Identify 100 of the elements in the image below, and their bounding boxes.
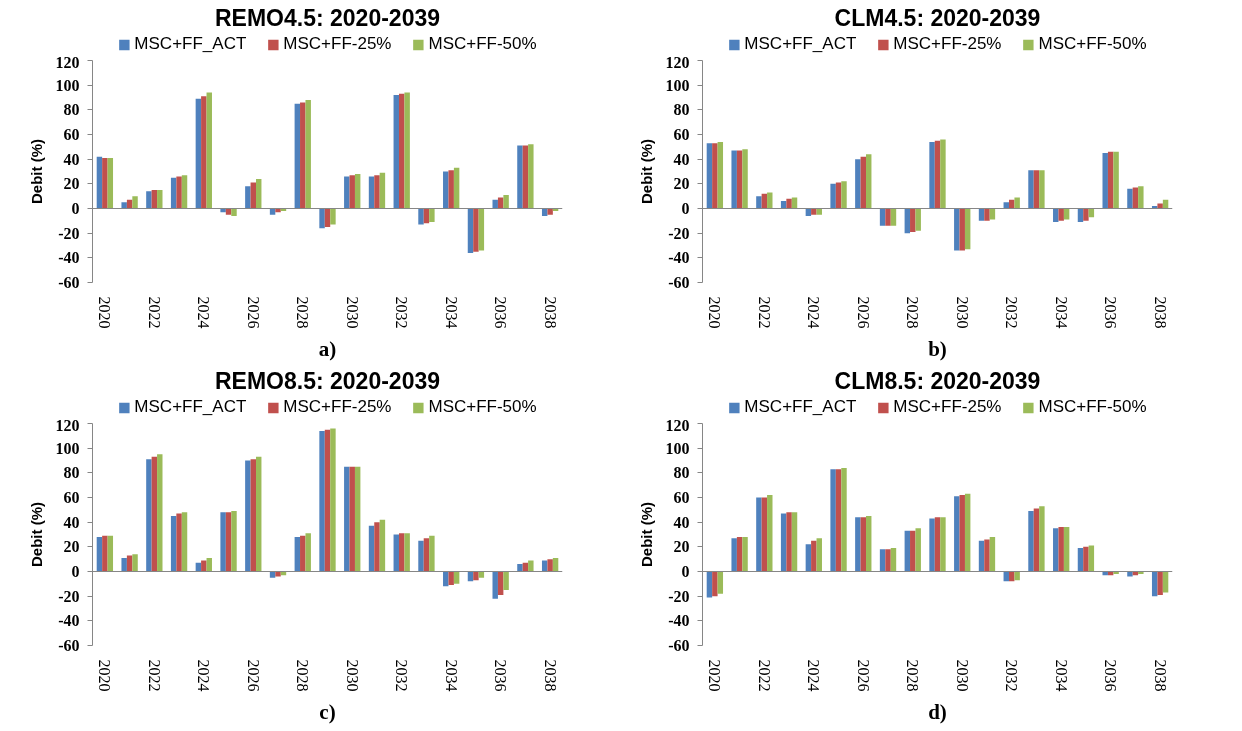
legend-label: MSC+FF_ACT xyxy=(134,397,247,417)
bar xyxy=(398,93,405,209)
bar xyxy=(1157,571,1163,595)
y-tick-label: -40 xyxy=(668,612,690,630)
bar xyxy=(349,175,355,209)
bar xyxy=(330,208,336,225)
x-tick-label: 2036 xyxy=(492,659,510,692)
text: d) xyxy=(928,699,947,724)
bar xyxy=(294,103,301,209)
x-tick-label: 2026 xyxy=(244,659,262,692)
bar xyxy=(717,141,724,209)
y-tick-label: 0 xyxy=(71,563,80,580)
x-tick-label: 2028 xyxy=(294,659,312,692)
bar xyxy=(786,512,792,572)
bar xyxy=(1102,153,1108,209)
bar xyxy=(712,143,718,209)
bar xyxy=(517,145,523,209)
y-tick-label: -20 xyxy=(668,224,690,242)
bar xyxy=(786,198,792,209)
bar xyxy=(1053,528,1059,572)
y-tick-label: 100 xyxy=(665,76,690,94)
y-axis-title: Debit (%) xyxy=(27,502,45,567)
x-tick-label: 2020 xyxy=(96,659,114,692)
bar xyxy=(170,516,177,572)
bar xyxy=(146,191,152,209)
x-tick-label: 2026 xyxy=(244,296,262,329)
bar xyxy=(305,99,311,209)
y-tick-label: 0 xyxy=(681,563,690,580)
legend-label: MSC+FF_ACT xyxy=(744,397,857,417)
bar xyxy=(300,535,306,572)
y-tick-label: 100 xyxy=(55,76,80,94)
bar xyxy=(96,536,103,572)
bar xyxy=(885,208,891,226)
bar xyxy=(712,571,718,597)
y-tick-label: -40 xyxy=(58,612,80,630)
x-tick-label: 2030 xyxy=(953,296,971,329)
legend-label: MSC+FF-50% xyxy=(1038,397,1147,417)
bar xyxy=(736,536,743,572)
bar xyxy=(231,511,237,572)
x-tick-label: 2028 xyxy=(904,296,922,329)
x-tick-label: 2030 xyxy=(343,296,361,329)
bar xyxy=(201,560,207,572)
bar xyxy=(780,513,787,572)
y-tick-label: -20 xyxy=(58,587,80,605)
bar xyxy=(126,555,133,572)
x-tick-label: 2032 xyxy=(393,296,411,329)
x-tick-label: 2038 xyxy=(541,296,559,329)
bar xyxy=(910,208,916,232)
bar xyxy=(742,536,748,572)
bar xyxy=(1102,571,1108,576)
bar xyxy=(1063,527,1070,572)
y-tick-label: 0 xyxy=(71,200,80,217)
y-tick-label: -60 xyxy=(668,274,690,291)
x-tick-label: 2022 xyxy=(145,296,163,329)
y-axis-title: Debit (%) xyxy=(637,502,655,567)
x-tick-label: 2038 xyxy=(1151,659,1169,692)
y-tick-label: -40 xyxy=(668,249,690,267)
bar xyxy=(319,430,325,572)
text: b) xyxy=(928,336,947,361)
legend-label: MSC+FF-25% xyxy=(893,397,1002,417)
bar xyxy=(984,208,990,221)
bar xyxy=(1151,571,1158,597)
bar xyxy=(443,171,449,209)
bar xyxy=(855,517,861,572)
bar xyxy=(418,540,424,572)
legend-label: MSC+FF-50% xyxy=(428,397,537,417)
x-tick-label: 2036 xyxy=(1102,659,1120,692)
x-tick-label: 2022 xyxy=(145,659,163,692)
bar xyxy=(245,186,251,209)
bar xyxy=(756,497,762,572)
x-tick-label: 2028 xyxy=(294,296,312,329)
x-tick-label: 2026 xyxy=(854,659,872,692)
bar xyxy=(528,560,534,572)
y-tick-label: 120 xyxy=(665,416,690,434)
y-tick-label: 120 xyxy=(665,53,690,71)
bar xyxy=(231,208,237,216)
bar xyxy=(181,512,188,572)
bar xyxy=(379,519,386,572)
x-tick-label: 2038 xyxy=(1151,296,1169,329)
bar xyxy=(731,150,737,209)
bar xyxy=(934,140,941,209)
bar xyxy=(473,571,479,581)
bar xyxy=(934,517,941,572)
y-tick-label: -60 xyxy=(58,274,80,291)
legend-label: MSC+FF-50% xyxy=(1038,34,1147,54)
bar xyxy=(121,557,127,572)
y-tick-label: 60 xyxy=(673,126,690,143)
bar xyxy=(225,512,232,572)
bar xyxy=(256,456,262,572)
bar xyxy=(964,493,971,572)
y-tick-label: 40 xyxy=(63,513,80,531)
bar xyxy=(989,208,996,220)
bar xyxy=(319,208,325,229)
bar xyxy=(1063,208,1070,220)
bar xyxy=(959,495,965,572)
y-tick-label: 20 xyxy=(673,175,690,193)
x-tick-label: 2024 xyxy=(195,296,213,329)
y-tick-label: 80 xyxy=(63,464,80,482)
bar xyxy=(742,149,748,209)
bar xyxy=(904,208,911,234)
